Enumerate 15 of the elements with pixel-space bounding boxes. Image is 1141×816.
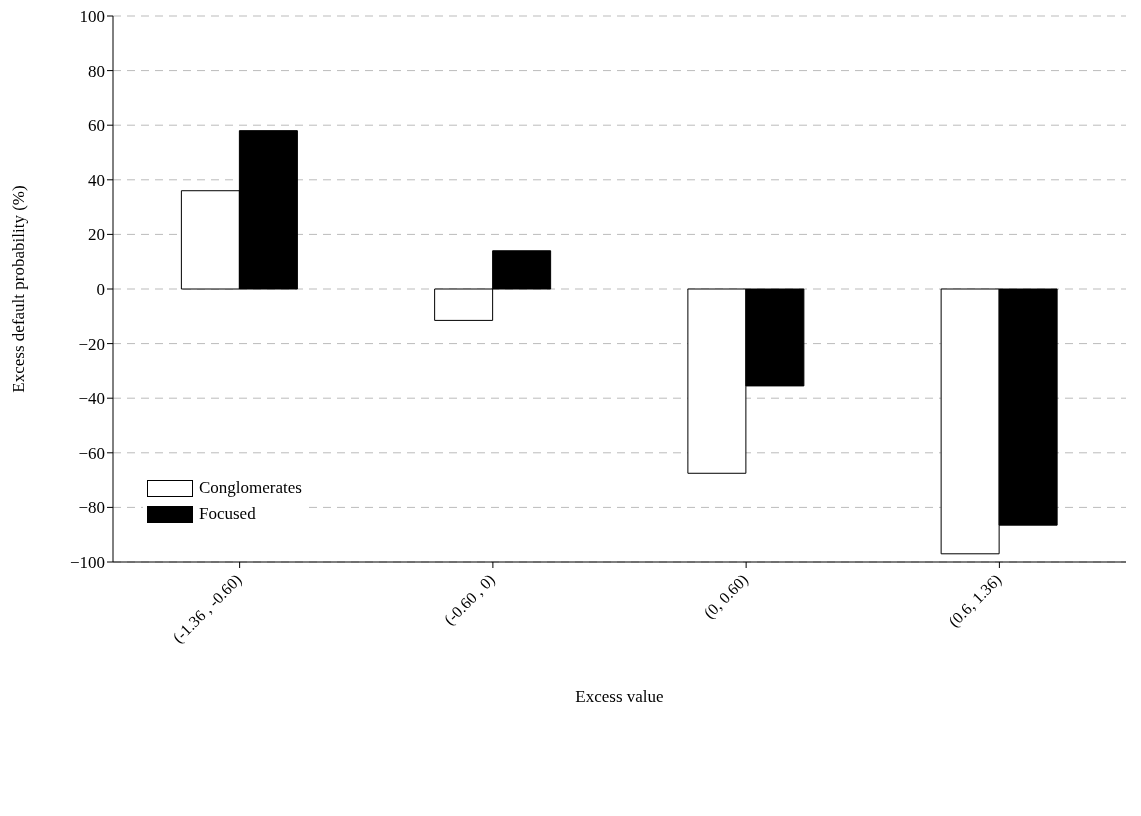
y-tick-label: −60 — [78, 443, 105, 463]
y-tick-label: −100 — [69, 553, 105, 573]
y-tick-label: 40 — [88, 170, 105, 190]
y-tick-label: 20 — [88, 225, 105, 245]
y-tick-label: 100 — [79, 7, 105, 27]
y-tick-label: 60 — [88, 116, 105, 136]
y-axis-title: Excess default probability (%) — [9, 185, 29, 393]
legend-label: Conglomerates — [199, 478, 302, 498]
x-axis-title: Excess value — [575, 687, 664, 706]
y-tick-label: −40 — [78, 389, 105, 409]
y-tick-label: −80 — [78, 498, 105, 518]
y-tick-label: 0 — [96, 280, 105, 300]
y-tick-label: −20 — [78, 334, 105, 354]
y-tick-label: 80 — [88, 61, 105, 81]
legend-label: Focused — [199, 504, 256, 524]
